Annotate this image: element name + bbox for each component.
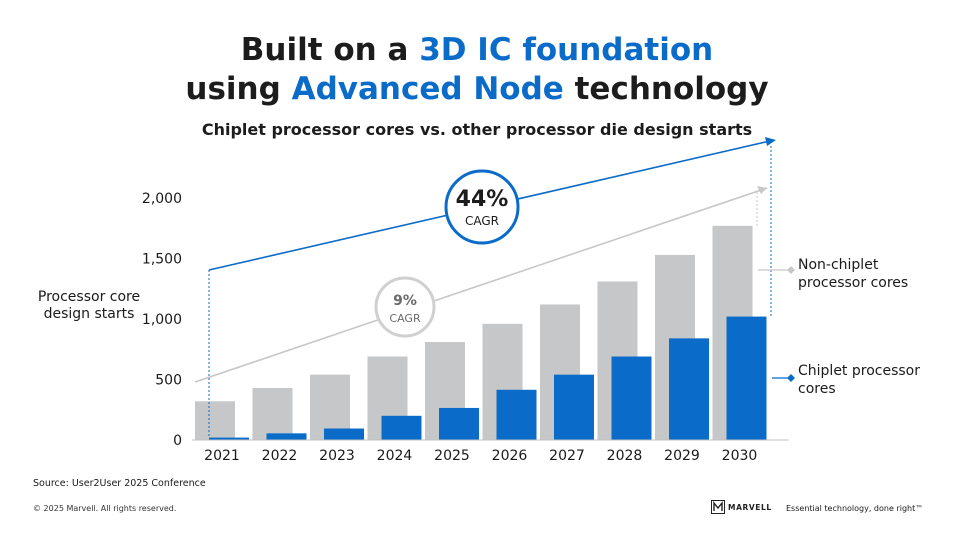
title-line-2-highlight: Advanced Node <box>291 71 564 107</box>
legend-nonchiplet: Non-chiplet processor cores <box>798 257 909 291</box>
legend-nonchiplet-marker <box>787 266 795 274</box>
source-note: Source: User2User 2025 Conference <box>33 478 206 489</box>
chart-title: Chiplet processor cores vs. other proces… <box>201 120 753 139</box>
cagr-44-circle <box>444 169 520 245</box>
marvell-logo-icon <box>711 500 725 514</box>
bar-chiplet <box>496 389 537 440</box>
x-tick-label: 2021 <box>204 448 240 464</box>
x-tick-label: 2024 <box>377 448 413 464</box>
bar-chiplet <box>209 437 249 440</box>
bar-chiplet <box>324 428 364 440</box>
cagr-44-value: 44% <box>456 187 509 212</box>
x-tick-label: 2022 <box>262 448 298 464</box>
bar-nonchiplet <box>195 401 235 440</box>
bar-chiplet <box>554 374 594 440</box>
title-line-1-text: Built on a <box>240 32 420 68</box>
brand-name: MARVELL <box>728 502 772 512</box>
title-line-1-highlight: 3D IC foundation <box>419 32 714 68</box>
y-tick-label: 0 <box>173 433 182 449</box>
copyright: © 2025 Marvell. All rights reserved. <box>33 504 177 513</box>
nonchiplet-trend-arrowhead <box>757 186 767 194</box>
bar-chiplet <box>381 415 422 440</box>
title-line-1: Built on a 3D IC foundation <box>0 31 954 69</box>
cagr-9-value: 9% <box>393 293 417 309</box>
x-tick-label: 2026 <box>492 448 528 464</box>
x-tick-label: 2030 <box>722 448 758 464</box>
title-line-2: using Advanced Node technology <box>0 70 954 108</box>
x-tick-label: 2023 <box>319 448 355 464</box>
x-tick-label: 2025 <box>434 448 470 464</box>
bar-chiplet <box>439 407 479 440</box>
cagr-44-label: CAGR <box>465 214 499 228</box>
chiplet-trend-arrowhead <box>765 137 776 146</box>
bar-chiplet <box>266 433 307 440</box>
x-tick-label: 2027 <box>549 448 585 464</box>
x-tick-label: 2028 <box>607 448 643 464</box>
x-tick-label: 2029 <box>664 448 700 464</box>
y-tick-label: 1,000 <box>142 312 182 328</box>
y-axis-label: Processor core design starts <box>37 289 141 322</box>
y-tick-label: 1,500 <box>142 252 182 268</box>
y-tick-label: 500 <box>155 373 182 389</box>
title-line-2-suffix: technology <box>563 71 769 107</box>
bar-chiplet <box>611 356 652 440</box>
bar-nonchiplet <box>252 387 293 440</box>
tagline: Essential technology, done right™ <box>786 504 924 513</box>
y-tick-label: 2,000 <box>142 191 182 207</box>
cagr-9-label: CAGR <box>389 312 421 325</box>
bar-chiplet <box>726 316 767 440</box>
nonchiplet-trend-line <box>194 187 768 383</box>
cagr-9-circle <box>374 276 436 338</box>
title-line-2-text: using <box>185 71 292 107</box>
brand-logo: MARVELL <box>711 500 772 514</box>
legend-chiplet-marker <box>787 374 795 382</box>
legend-chiplet: Chiplet processor cores <box>798 363 920 397</box>
bar-chiplet <box>669 338 709 440</box>
